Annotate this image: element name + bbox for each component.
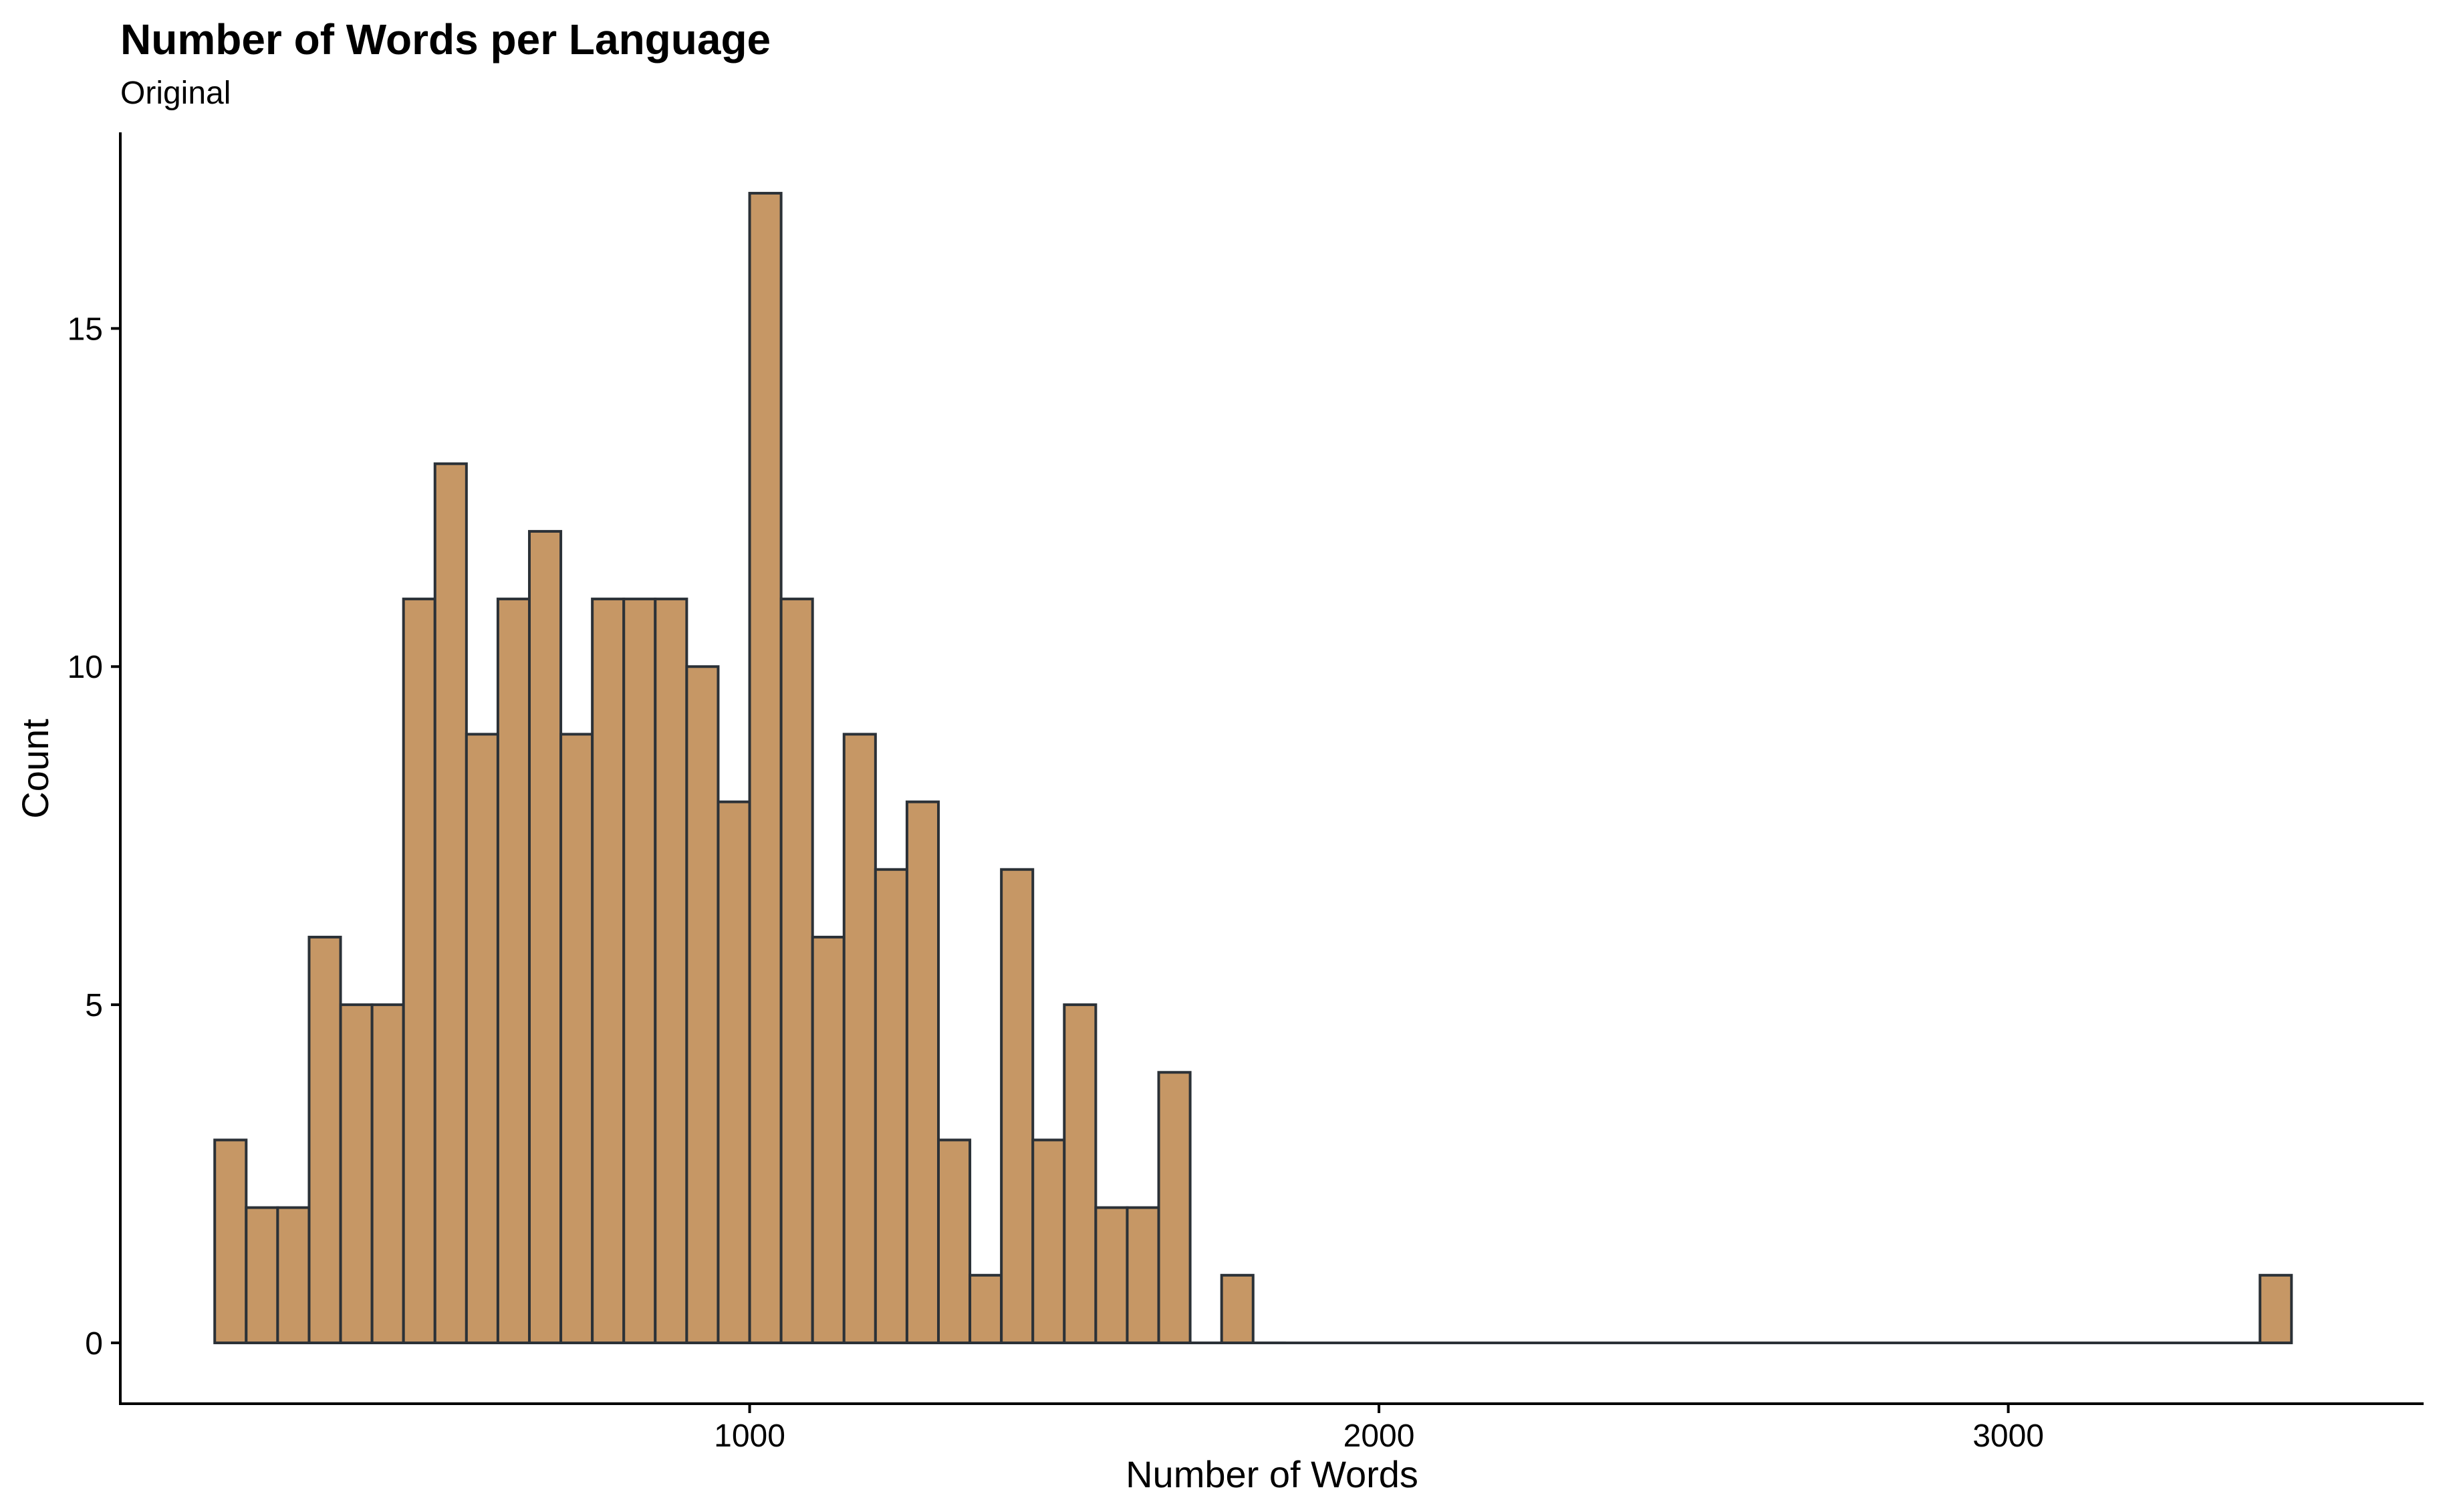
histogram-bar (307, 935, 342, 1344)
histogram-bar (213, 1138, 248, 1344)
y-tick-label: 0 (85, 1326, 103, 1362)
y-tick-label: 5 (85, 988, 103, 1023)
histogram-bar (1157, 1071, 1192, 1344)
x-tick-label: 2000 (1343, 1418, 1415, 1454)
histogram-bar (465, 733, 499, 1344)
histogram-bar (276, 1206, 311, 1344)
histogram-bar (811, 935, 846, 1344)
bars-layer (213, 192, 2293, 1344)
x-axis-title: Number of Words (1126, 1453, 1418, 1495)
histogram-bar (969, 1273, 1003, 1344)
histogram-bar (717, 800, 751, 1344)
histogram-bar (559, 733, 594, 1344)
histogram-bar (654, 598, 688, 1344)
histogram-bar (370, 1003, 405, 1344)
y-axis-title: Count (14, 719, 56, 819)
histogram-bar (2259, 1273, 2293, 1344)
x-ticks: 1000 2000 3000 (714, 1404, 2044, 1454)
x-tick-label: 3000 (1972, 1418, 2044, 1454)
x-tick-label: 1000 (714, 1418, 785, 1454)
histogram-bar (591, 598, 626, 1344)
histogram-bar (1031, 1138, 1066, 1344)
histogram-bar (1000, 868, 1035, 1344)
histogram-bar (402, 598, 436, 1344)
histogram-bar (936, 1138, 972, 1344)
histogram-bar (496, 598, 531, 1344)
chart-subtitle: Original (120, 76, 231, 111)
histogram-bar (527, 529, 563, 1344)
histogram-bar (1063, 1003, 1098, 1344)
histogram-bar (748, 192, 783, 1344)
y-tick-label: 15 (68, 311, 103, 347)
histogram-bar (842, 733, 877, 1344)
histogram-bar (1220, 1273, 1255, 1344)
histogram-bar (433, 462, 468, 1344)
histogram-bar (685, 665, 720, 1344)
histogram-bar (339, 1003, 374, 1344)
y-ticks: 0 5 10 15 (68, 311, 120, 1362)
histogram-bar (874, 868, 908, 1344)
y-tick-label: 10 (68, 650, 103, 685)
chart-title: Number of Words per Language (120, 15, 771, 64)
histogram-bar (779, 598, 814, 1344)
histogram-bar (905, 800, 940, 1344)
histogram-bar (245, 1206, 279, 1344)
histogram-bar (622, 598, 657, 1344)
histogram-bar (1094, 1206, 1129, 1344)
histogram-bar (1126, 1206, 1160, 1344)
